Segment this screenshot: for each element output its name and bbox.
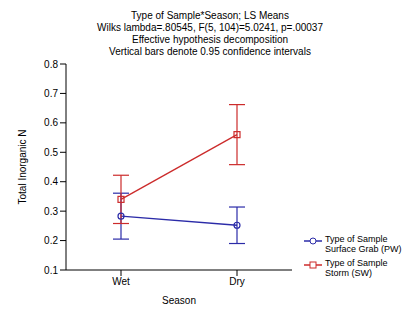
svg-text:Dry: Dry (229, 276, 245, 287)
html-text:Effective hypothesis decomposi: Effective hypothesis decomposition (132, 34, 288, 45)
html-text:Vertical bars denote 0.95 conf: Vertical bars denote 0.95 confidence int… (109, 46, 311, 57)
svg-text:0.4: 0.4 (44, 176, 58, 187)
svg-text:Season: Season (162, 295, 196, 306)
svg-text:0.7: 0.7 (44, 88, 58, 99)
svg-text:0.5: 0.5 (44, 147, 58, 158)
html-text:Wilks lambda=.80545, F(5, 104): Wilks lambda=.80545, F(5, 104)=5.0241, p… (97, 22, 323, 33)
svg-text:0.3: 0.3 (44, 206, 58, 217)
svg-text:0.1: 0.1 (44, 265, 58, 276)
svg-text:Total Inorganic N: Total Inorganic N (17, 129, 28, 204)
svg-text:Wet: Wet (112, 276, 130, 287)
svg-text:0.2: 0.2 (44, 235, 58, 246)
html-text:Type of Sample Storm (SW): Type of Sample Storm (SW) (325, 258, 388, 278)
html-text:Type of Sample*Season; LS Mean: Type of Sample*Season; LS Means (131, 10, 289, 21)
html-text:Type of Sample Surface Grab (P: Type of Sample Surface Grab (PW) (325, 234, 402, 254)
svg-text:0.8: 0.8 (44, 59, 58, 70)
svg-text:0.6: 0.6 (44, 117, 58, 128)
